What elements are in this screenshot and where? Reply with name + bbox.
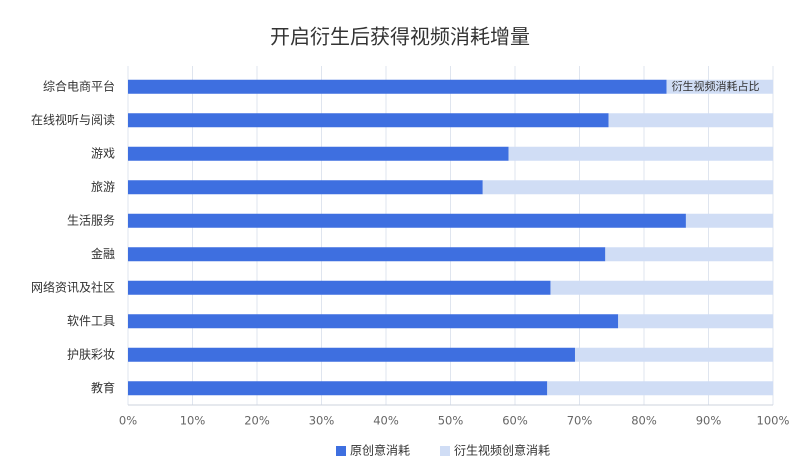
x-tick-label: 60% (502, 414, 528, 428)
y-tick-label: 旅游 (91, 180, 115, 194)
x-tick-label: 30% (309, 414, 335, 428)
bar-segment (128, 280, 551, 295)
bar-segment (482, 180, 773, 195)
y-tick-label: 教育 (91, 380, 115, 395)
bar-segment (550, 280, 773, 295)
chart-title: 开启衍生后获得视频消耗增量 (270, 25, 530, 49)
y-tick-label: 生活服务 (67, 212, 115, 227)
bar-segment (128, 113, 609, 128)
annotation: 衍生视频消耗占比 (672, 79, 760, 93)
bar-segment (128, 213, 686, 228)
legend-label: 衍生视频创意消耗 (454, 443, 550, 458)
bar-segment (547, 381, 773, 396)
x-tick-label: 10% (180, 414, 206, 428)
bar-segment (128, 146, 509, 161)
legend-swatch (440, 446, 450, 456)
bar-segment (666, 79, 773, 94)
bar-segment (608, 113, 773, 128)
y-tick-label: 金融 (91, 246, 115, 261)
bar-segment (685, 213, 773, 228)
x-tick-label: 70% (567, 414, 593, 428)
x-tick-label: 80% (631, 414, 657, 428)
y-tick-label: 在线视听与阅读 (31, 112, 115, 127)
bar-segment (128, 381, 548, 396)
x-tick-label: 20% (244, 414, 270, 428)
bar-segment (605, 247, 773, 262)
legend-swatch (336, 446, 346, 456)
x-tick-label: 90% (696, 414, 722, 428)
x-tick-label: 40% (373, 414, 399, 428)
y-tick-label: 护肤彩妆 (67, 346, 115, 361)
y-tick-label: 游戏 (91, 146, 115, 160)
bar-segment (508, 146, 773, 161)
bar-segment (128, 180, 483, 195)
bar-segment (128, 347, 575, 362)
y-tick-label: 软件工具 (67, 314, 115, 328)
bar-segment (618, 314, 773, 329)
bar-segment (128, 314, 619, 329)
x-tick-label: 50% (438, 414, 464, 428)
legend-label: 原创意消耗 (350, 443, 410, 458)
x-tick-label: 100% (757, 414, 790, 428)
y-tick-label: 综合电商平台 (43, 78, 115, 93)
y-tick-label: 网络资讯及社区 (31, 279, 115, 294)
bar-segment (128, 247, 606, 262)
bar-segment (574, 347, 773, 362)
bar-segment (128, 79, 667, 94)
x-tick-label: 0% (119, 414, 137, 428)
